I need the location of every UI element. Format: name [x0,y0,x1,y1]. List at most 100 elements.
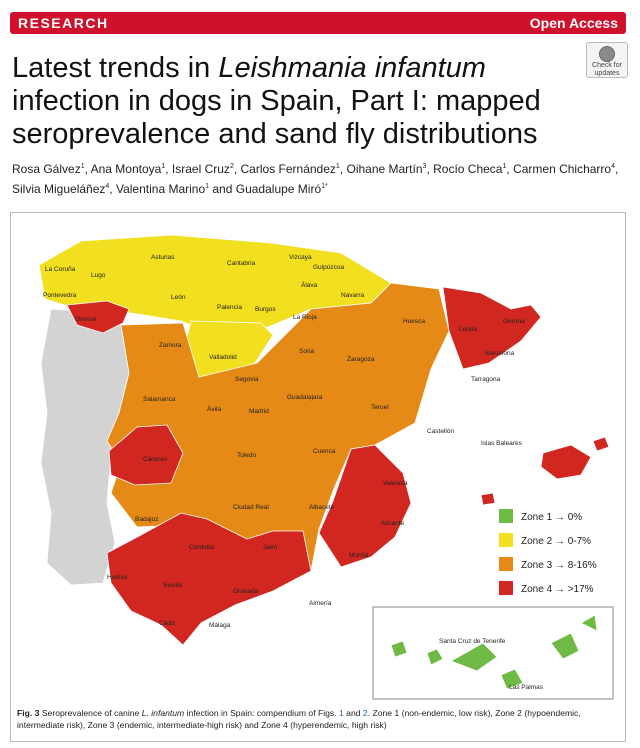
province-label: Murcia [349,552,369,559]
legend-label: Zone 4 → >17% [521,584,594,595]
check-for-updates-button[interactable]: Check for updates [586,42,628,78]
legend-swatch [499,557,513,571]
map-legend: Zone 1 → 0% Zone 2 → 0-7% Zone 3 → 8-16% Zo… [499,509,597,595]
legend-label: Zone 2 → 0-7% [521,536,591,547]
open-access-label[interactable]: Open Access [529,15,618,31]
caption-text-2: infection in Spain: compendium of Figs. [184,708,339,718]
author-affiliation: 1* [321,183,328,190]
author-name[interactable]: Guadalupe Miró [235,182,322,196]
legend-label: Zone 3 → 8-16% [521,560,597,571]
province-label: Teruel [371,404,389,411]
province-label: Navarra [341,292,365,299]
province-label: Córdoba [189,544,214,551]
author-name[interactable]: Silvia Migueláñez [12,182,106,196]
province-label: Huelva [107,574,128,581]
province-label: Almería [309,600,332,607]
check-updates-icon [599,46,615,62]
legend-swatch [499,533,513,547]
province-label: Granada [233,588,259,595]
island-label: Las Palmas [509,684,544,691]
province-label: Toledo [237,452,257,459]
author-name[interactable]: Valentina Marino [115,182,206,196]
province-label: Zamora [159,342,182,349]
author-affiliation: 4 [105,183,110,190]
province-label: Lérida [459,326,477,333]
caption-text-4: . Zone 1 (non-endemic, low risk), Zone 2… [17,708,581,730]
province-label: La Coruña [45,266,76,273]
province-label: La Rioja [293,314,317,321]
caption-text-1: Seroprevalence of canine [39,708,142,718]
author-affiliation: 4 [611,163,616,170]
province-label: Gerona [503,318,525,325]
author-affiliation: 1 [335,163,340,170]
province-label: Sevilla [163,582,183,589]
title-part-2: infection in dogs in Spain, Part I: mapp… [12,85,541,150]
province-label: Burgos [255,306,276,313]
province-label: Badajoz [135,516,159,523]
province-label: Albacete [309,504,335,511]
figure-caption: Fig. 3 Seroprevalence of canine L. infan… [17,707,619,731]
fig1-link[interactable]: 1 [339,708,344,718]
province-label: Cádiz [159,620,176,627]
legend-swatch [499,509,513,523]
province-label: Valladolid [209,354,237,361]
province-label: Álava [301,280,318,289]
zone4-caceres [108,424,184,486]
province-label: Segovia [235,376,259,383]
check-updates-line1: Check for [592,62,622,69]
legend-label: Zone 1 → 0% [521,512,582,523]
author-name[interactable]: Oihane Martín [346,162,423,176]
author-name[interactable]: Carmen Chicharro [513,162,612,176]
section-label: RESEARCH [18,15,109,31]
province-label: Jaén [263,544,277,551]
caption-italic: L. infantum [141,708,185,718]
province-label: Zaragoza [347,356,375,363]
province-label: Asturias [151,254,175,261]
figure-3: Zone 1 → 0% Zone 2 → 0-7% Zone 3 → 8-16% Zo… [10,212,626,742]
zone4-orense [66,300,130,334]
province-label: Barcelona [485,350,515,357]
author-name[interactable]: Israel Cruz [171,162,230,176]
author-affiliation: 2 [229,163,234,170]
article-title: Latest trends in Leishmania infantum inf… [12,52,572,151]
author-affiliation: 1 [205,183,210,190]
author-name[interactable]: Ana Montoya [90,162,162,176]
caption-text-3: and [343,708,363,718]
section-banner: RESEARCH Open Access [10,12,626,34]
author-name[interactable]: Rosa Gálvez [12,162,81,176]
province-label: Huesca [403,318,425,325]
province-label: Ávila [207,404,221,413]
title-italic: Leishmania infantum [218,52,486,84]
title-part-1: Latest trends in [12,52,219,84]
province-label: Palencia [217,304,242,311]
author-list: Rosa Gálvez1, Ana Montoya1, Israel Cruz2… [12,162,619,196]
province-label: Lugo [91,272,106,279]
legend-swatch [499,581,513,595]
province-label: Madrid [249,408,269,415]
island-label: Islas Baleares [481,440,523,447]
fig2-link[interactable]: 2 [362,708,368,718]
zone4-valencia-murcia [318,444,412,568]
province-label: Guadalajara [287,394,323,401]
author-affiliation: 3 [422,163,427,170]
province-label: Málaga [209,622,231,629]
zone4-lerida-gerona [442,286,542,370]
province-label: Cantabria [227,260,256,267]
spain-map: Zone 1 → 0% Zone 2 → 0-7% Zone 3 → 8-16% Zo… [38,234,614,700]
province-label: Cuenca [313,448,336,455]
zone4-andalucia [106,512,312,646]
author-name[interactable]: Carlos Fernández [240,162,336,176]
province-label: Orense [75,316,97,323]
author-affiliation: 1 [502,163,507,170]
island-label: Santa Cruz de Tenerife [439,638,506,645]
author-affiliation: 1 [161,163,166,170]
author-affiliation: 1 [80,163,85,170]
province-label: Vizcaya [289,254,312,261]
province-label: León [171,294,186,301]
province-labels: La Coruña Lugo Asturias Cantabria VizcayaGui… [43,254,544,691]
province-label: Salamanca [143,396,176,403]
author-name[interactable]: Rocío Checa [433,162,503,176]
canary-islands [390,614,598,690]
check-updates-line2: updates [594,70,620,77]
province-label: Cáceres [143,456,168,463]
